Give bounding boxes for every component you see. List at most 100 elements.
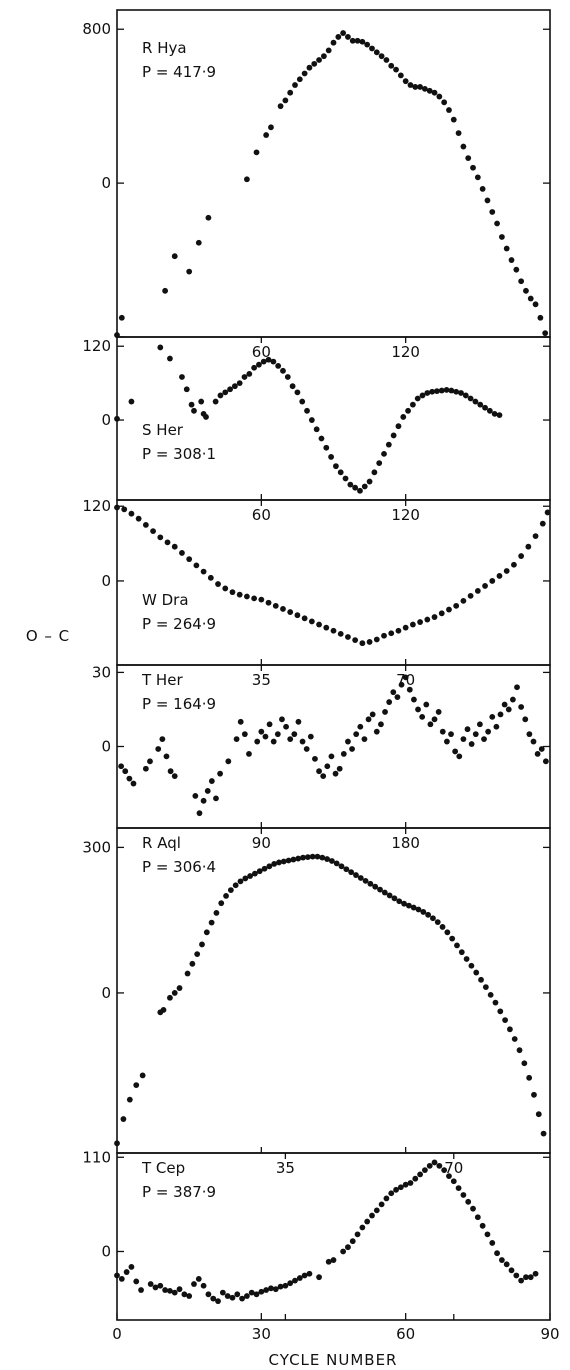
data-point bbox=[253, 1291, 260, 1298]
data-point bbox=[171, 773, 178, 780]
data-point bbox=[186, 1293, 193, 1299]
data-point bbox=[316, 1274, 322, 1281]
data-point bbox=[496, 573, 503, 579]
data-point bbox=[171, 990, 178, 996]
data-point bbox=[266, 721, 273, 728]
panel-w-dra: 120 0 60 120 W Dra P = 264·9 bbox=[82, 497, 551, 666]
data-point bbox=[323, 624, 330, 631]
data-point bbox=[394, 694, 401, 701]
data-point bbox=[291, 731, 298, 738]
data-point bbox=[200, 1282, 207, 1289]
data-point bbox=[266, 863, 273, 870]
data-point bbox=[450, 1178, 457, 1185]
data-point bbox=[194, 951, 201, 958]
data-point bbox=[135, 515, 142, 522]
data-point bbox=[410, 904, 417, 911]
data-point bbox=[343, 866, 350, 873]
data-point bbox=[186, 268, 193, 275]
top-tick-label: 35 bbox=[276, 1159, 295, 1177]
data-point bbox=[386, 699, 393, 705]
star-name-label: R Aql bbox=[142, 834, 181, 852]
data-point bbox=[325, 1258, 332, 1265]
data-point bbox=[527, 1274, 534, 1281]
data-point bbox=[372, 883, 379, 890]
data-point bbox=[229, 589, 236, 596]
data-point bbox=[419, 392, 426, 399]
data-point bbox=[328, 858, 335, 864]
data-point bbox=[333, 463, 339, 470]
data-point bbox=[287, 89, 294, 96]
data-point bbox=[274, 731, 281, 738]
data-point bbox=[462, 392, 469, 399]
data-point bbox=[192, 792, 199, 799]
data-point bbox=[181, 1291, 188, 1298]
data-point bbox=[537, 314, 544, 321]
data-point bbox=[523, 287, 529, 294]
data-point bbox=[365, 716, 372, 723]
y-tick-label: 120 bbox=[82, 337, 111, 355]
data-point bbox=[441, 1167, 448, 1174]
star-name-label: T Her bbox=[141, 671, 183, 689]
data-point bbox=[449, 935, 456, 942]
data-point bbox=[417, 84, 423, 90]
data-point bbox=[501, 701, 508, 708]
x-tick-label: 0 bbox=[112, 1325, 122, 1343]
data-point bbox=[530, 738, 537, 745]
data-point bbox=[371, 469, 378, 476]
data-point bbox=[330, 627, 337, 634]
data-point bbox=[467, 395, 474, 402]
data-point bbox=[208, 778, 215, 784]
data-point bbox=[463, 956, 470, 962]
data-point bbox=[470, 164, 476, 171]
data-point bbox=[508, 1267, 515, 1274]
data-point bbox=[373, 49, 380, 56]
data-point bbox=[448, 387, 455, 394]
panel-frame bbox=[116, 664, 551, 829]
data-point bbox=[412, 84, 419, 90]
data-point bbox=[472, 398, 479, 405]
data-point bbox=[179, 550, 185, 556]
data-point bbox=[300, 854, 306, 861]
data-point bbox=[200, 568, 207, 575]
data-point bbox=[366, 478, 373, 485]
data-point bbox=[316, 621, 322, 628]
data-point bbox=[430, 915, 436, 922]
data-point bbox=[205, 214, 212, 221]
data-point bbox=[114, 1140, 120, 1147]
data-point bbox=[497, 711, 504, 718]
data-point bbox=[204, 788, 211, 794]
data-point bbox=[361, 483, 368, 490]
data-point bbox=[176, 1286, 183, 1293]
data-point bbox=[487, 991, 494, 998]
data-point bbox=[527, 295, 534, 302]
data-point bbox=[229, 1294, 236, 1301]
data-point bbox=[323, 444, 330, 451]
data-point bbox=[415, 706, 421, 713]
y-tick-label: 0 bbox=[101, 174, 111, 192]
data-point bbox=[247, 873, 254, 879]
data-point bbox=[369, 711, 376, 718]
data-point bbox=[254, 738, 261, 745]
data-point bbox=[138, 1287, 144, 1293]
data-point bbox=[332, 770, 339, 777]
data-point bbox=[381, 450, 387, 457]
data-point bbox=[191, 407, 197, 414]
data-point bbox=[224, 1293, 231, 1299]
data-point bbox=[417, 1171, 423, 1178]
data-point bbox=[349, 37, 356, 44]
data-point bbox=[215, 581, 221, 587]
x-tick-label: 60 bbox=[396, 1325, 415, 1343]
data-point bbox=[407, 82, 414, 88]
data-point bbox=[376, 460, 383, 466]
data-point bbox=[436, 1162, 443, 1169]
data-point bbox=[497, 1008, 504, 1015]
data-point bbox=[338, 863, 345, 870]
data-point bbox=[474, 174, 481, 181]
data-point bbox=[318, 435, 325, 442]
data-point bbox=[393, 66, 399, 73]
data-point bbox=[359, 640, 366, 647]
data-point bbox=[397, 72, 404, 79]
panel-frame bbox=[116, 9, 551, 338]
data-point bbox=[348, 869, 355, 876]
data-point bbox=[186, 556, 193, 563]
